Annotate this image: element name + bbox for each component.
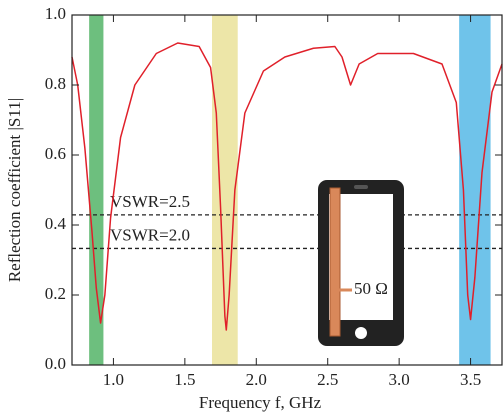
y-axis-label: Reflection coefficient |S11| <box>5 98 24 282</box>
phone-inset: 50 Ω <box>318 180 404 346</box>
frequency-band <box>89 15 104 365</box>
y-tick-label: 0.8 <box>45 74 66 93</box>
phone-button <box>355 327 367 339</box>
bands <box>89 15 491 365</box>
y-tick-label: 0.0 <box>45 354 66 373</box>
frequency-band <box>459 15 491 365</box>
antenna-strip <box>329 187 341 337</box>
x-tick-label: 1.0 <box>103 370 124 389</box>
inset-label: 50 Ω <box>354 279 388 298</box>
x-tick-label: 2.0 <box>246 370 267 389</box>
plot-frame <box>71 14 503 366</box>
data-line <box>71 42 503 331</box>
x-tick-label: 3.5 <box>460 370 481 389</box>
x-tick-label: 3.0 <box>389 370 410 389</box>
y-tick-label: 1.0 <box>45 4 66 23</box>
x-axis-label: Frequency f, GHz <box>199 393 322 412</box>
reference-label: VSWR=2.0 <box>110 225 190 244</box>
plot: VSWR=2.5 VSWR=2.0 <box>71 42 503 331</box>
x-tick-label: 1.5 <box>174 370 195 389</box>
x-tick-label: 2.5 <box>317 370 338 389</box>
y-tick-label: 0.6 <box>45 144 66 163</box>
y-tick-label: 0.4 <box>45 214 67 233</box>
reference-label: VSWR=2.5 <box>110 192 190 211</box>
phone-speaker <box>354 185 368 189</box>
y-tick-label: 0.2 <box>45 284 66 303</box>
